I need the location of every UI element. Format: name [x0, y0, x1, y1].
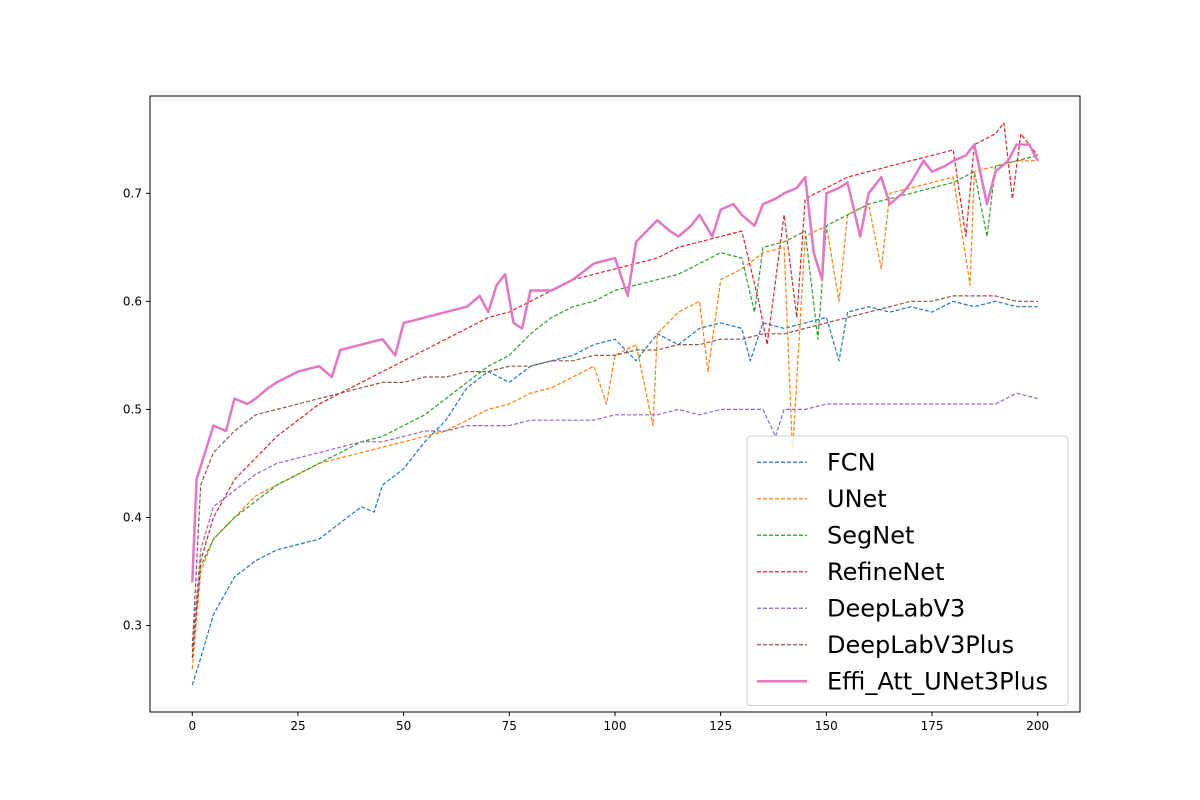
x-tick-label: 25 [290, 719, 305, 733]
legend-label: RefineNet [827, 558, 945, 586]
series-line-segnet [191, 154, 1038, 653]
x-tick-label: 0 [188, 719, 196, 733]
y-axis: 0.3 0.4 0.5 0.6 0.7 [123, 186, 150, 633]
y-tick-label: 0.5 [123, 402, 142, 416]
x-tick-label: 125 [709, 719, 732, 733]
legend: FCN UNet SegNet RefineNet DeepLabV3 DeepLabV3… [746, 435, 1069, 706]
series-line-deeplabv3 [191, 392, 1038, 648]
legend-box [746, 435, 1069, 706]
x-axis: 0 25 50 75 100 125 150 175 200 [188, 712, 1049, 733]
x-tick-label: 100 [604, 719, 627, 733]
series-line-fcn [191, 300, 1038, 686]
x-tick-label: 200 [1026, 719, 1049, 733]
y-tick-label: 0.3 [123, 619, 142, 633]
series-line-effi-att-unet3plus [191, 143, 1039, 583]
legend-label: DeepLabV3Plus [827, 631, 1014, 659]
legend-label: SegNet [827, 521, 914, 549]
y-tick-label: 0.4 [123, 510, 142, 524]
legend-label: DeepLabV3 [827, 594, 965, 622]
series-line-refinenet [191, 122, 1039, 659]
legend-label: Effi_Att_UNet3Plus [827, 667, 1048, 695]
y-tick-label: 0.6 [123, 294, 142, 308]
series-lines [191, 122, 1039, 686]
legend-label: FCN [827, 448, 876, 476]
legend-label: UNet [827, 485, 887, 513]
x-tick-label: 150 [815, 719, 838, 733]
x-tick-label: 50 [396, 719, 411, 733]
series-line-unet [191, 160, 1038, 669]
x-tick-label: 75 [502, 719, 517, 733]
y-tick-label: 0.7 [123, 186, 142, 200]
series-line-deeplabv3plus [191, 295, 1038, 648]
x-tick-label: 175 [921, 719, 944, 733]
